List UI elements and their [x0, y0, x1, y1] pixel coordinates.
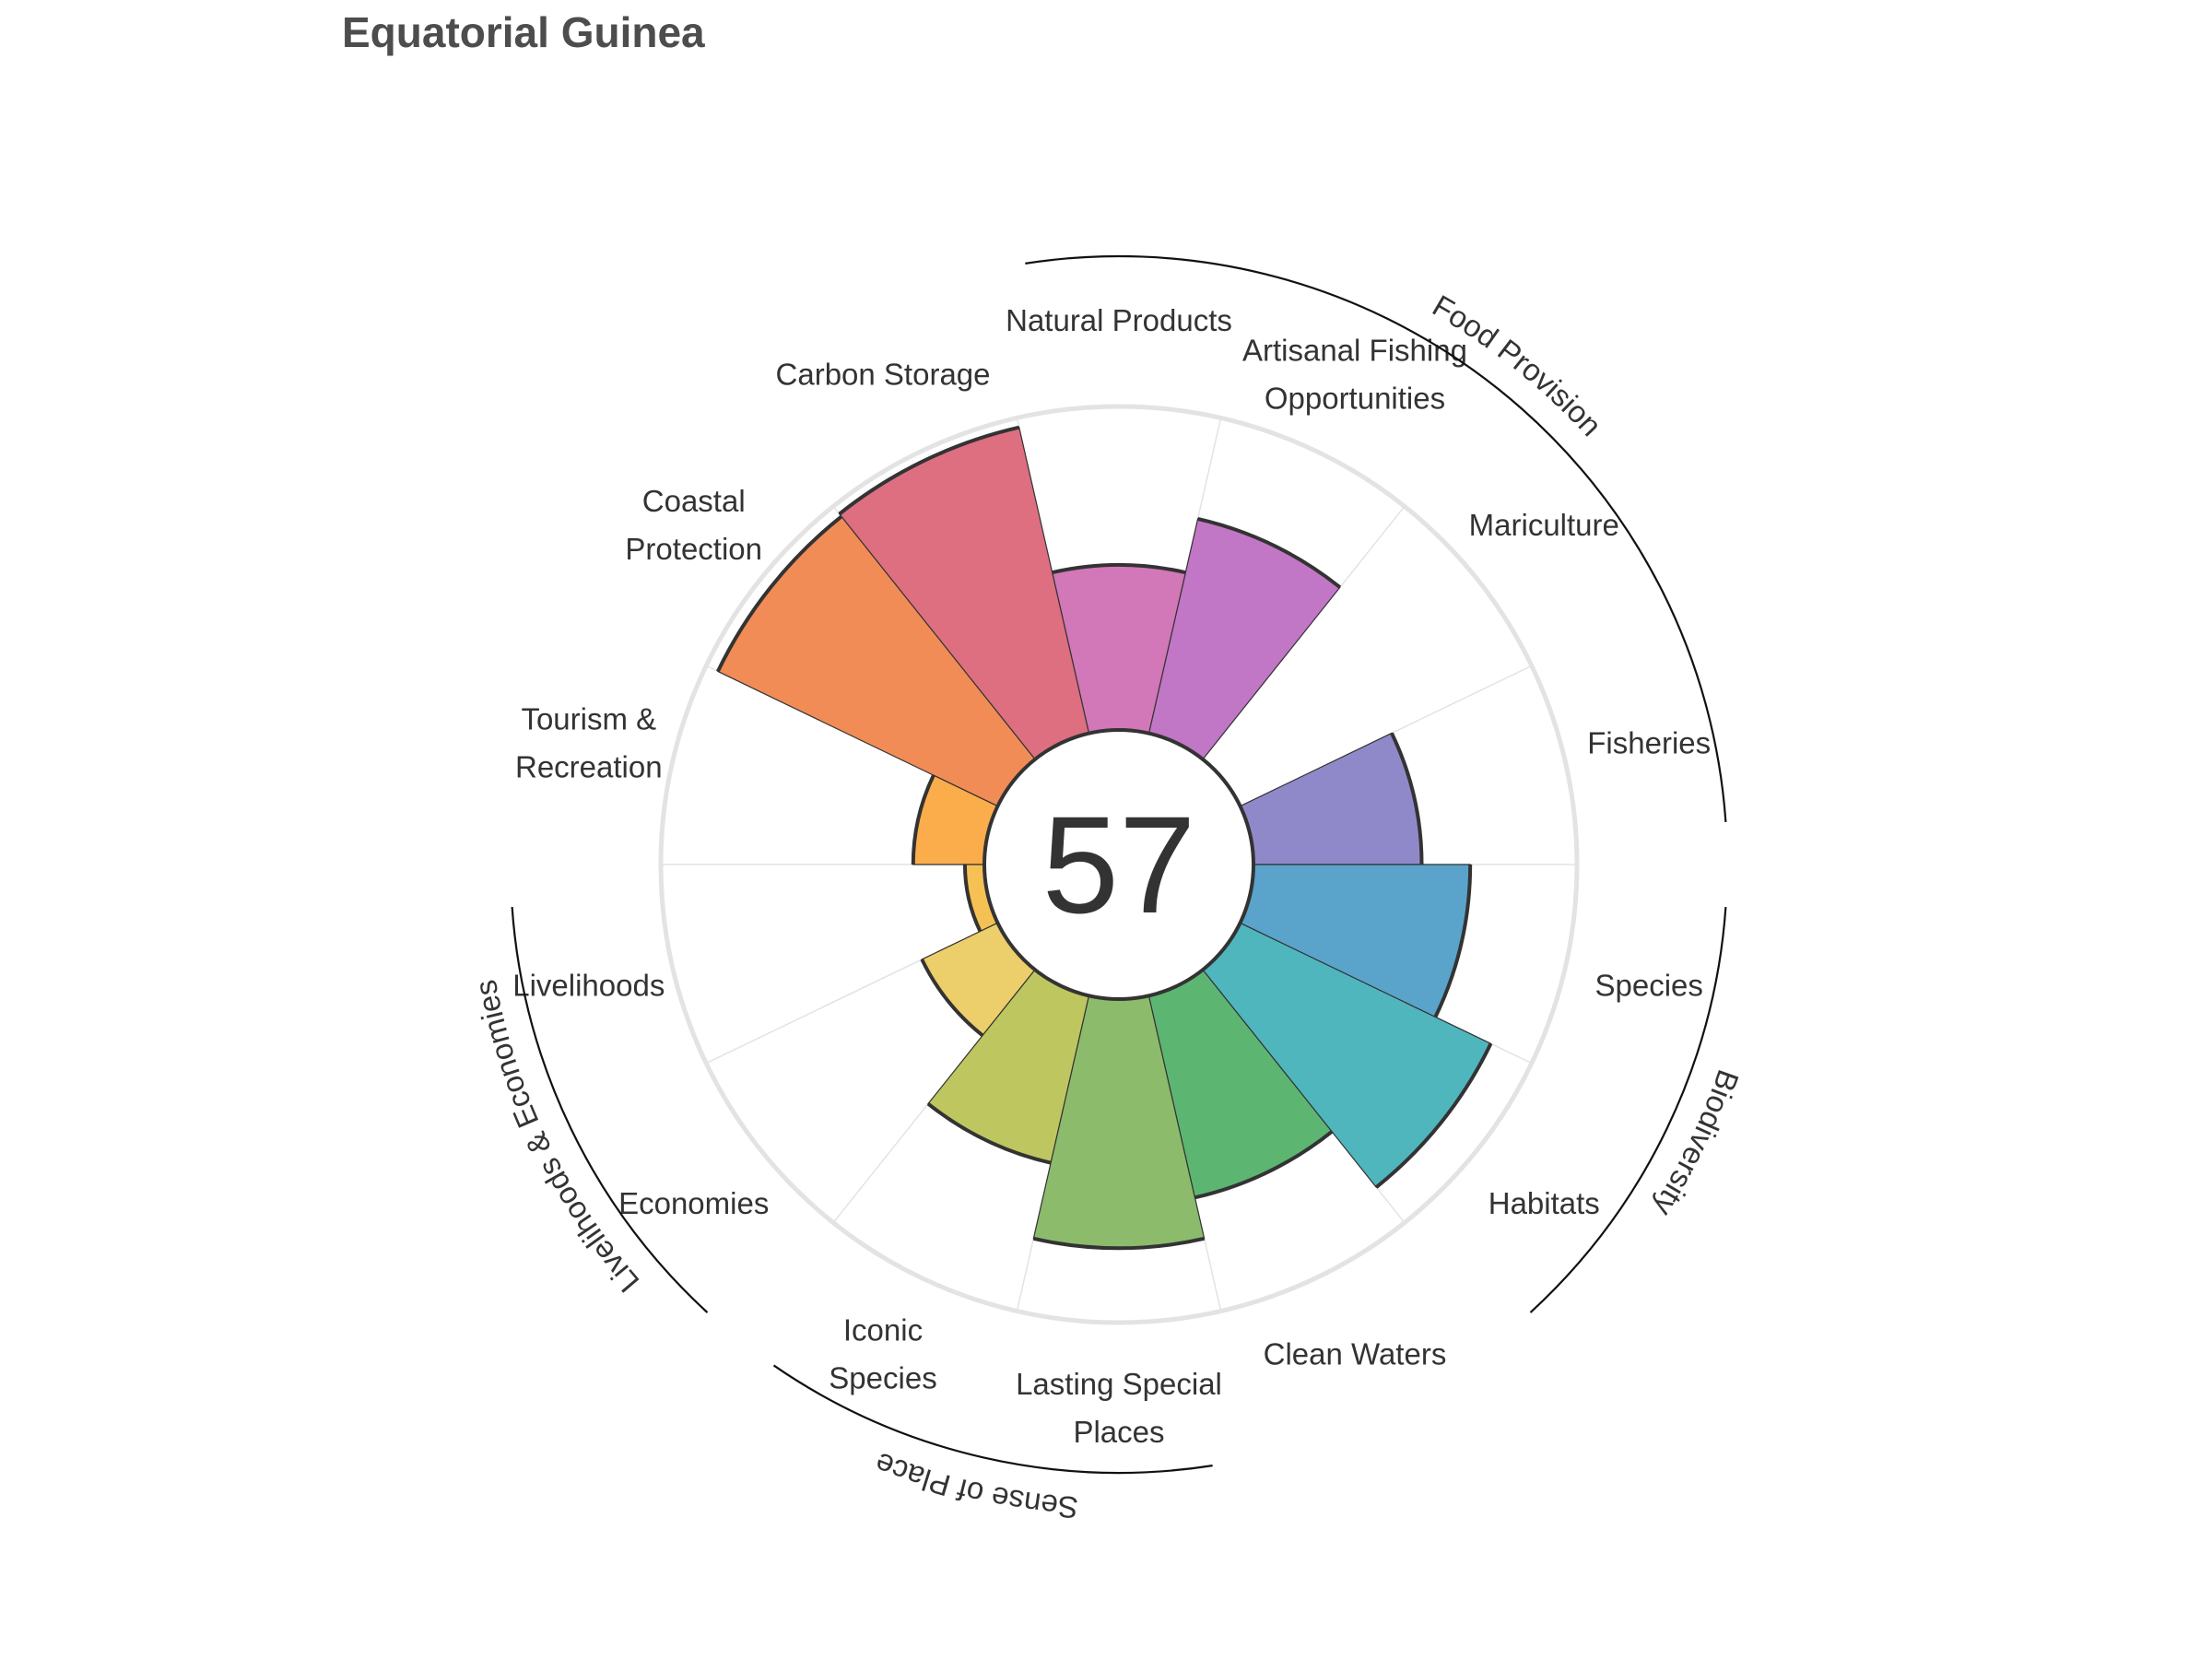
group-arc	[772, 1364, 1213, 1475]
group-label: Livelihoods & Economies	[468, 977, 646, 1299]
bar-edge-coastal_protection	[716, 514, 843, 673]
goal-label-line: Iconic	[843, 1313, 923, 1347]
bar-artisanal	[1147, 518, 1341, 760]
goal-label-line: Opportunities	[1265, 381, 1445, 415]
goal-label-line: Economies	[618, 1186, 769, 1220]
goal-label-economies: Economies	[618, 1186, 769, 1220]
goal-label-line: Species	[829, 1361, 936, 1395]
goal-label-line: Artisanal Fishing	[1242, 333, 1467, 367]
goal-label-line: Species	[1595, 968, 1703, 1002]
goal-label-tourism: Tourism & Recreation	[515, 702, 663, 784]
goal-label-line: Places	[1073, 1415, 1164, 1449]
group-label: Biodiversity	[1647, 1065, 1747, 1222]
goal-label-coastal_protection: Coastal Protection	[625, 484, 762, 566]
outer-ring	[658, 404, 1580, 1325]
bar-edge-lasting_special_places	[1032, 1236, 1206, 1251]
group-arc	[1529, 906, 1727, 1313]
bar-edge-livelihoods	[962, 864, 982, 933]
bar-fisheries	[1239, 732, 1423, 865]
goal-label-lasting_special_places: Lasting Special Places	[1016, 1367, 1222, 1449]
group-label: Sense of Place	[870, 1446, 1079, 1525]
bar-edge-tourism	[911, 774, 935, 865]
group-arc	[1025, 254, 1727, 823]
goal-label-iconic_species: Iconic Species	[829, 1313, 936, 1395]
goal-label-line: Clean Waters	[1264, 1337, 1447, 1371]
chart-title: Equatorial Guinea	[342, 8, 705, 56]
goal-label-natural_products: Natural Products	[1006, 303, 1232, 337]
group-arc	[511, 906, 709, 1313]
goal-label-line: Habitats	[1488, 1186, 1600, 1220]
goal-label-line: Protection	[625, 532, 762, 566]
bar-edge-clean_waters	[1194, 1130, 1334, 1200]
goal-label-habitats: Habitats	[1488, 1186, 1600, 1220]
goal-label-carbon_storage: Carbon Storage	[776, 357, 991, 391]
bar-edge-carbon_storage	[838, 425, 1020, 516]
bar-edge-habitats	[1374, 1042, 1493, 1189]
goal-label-artisanal: Artisanal Fishing Opportunities	[1242, 333, 1467, 415]
goal-label-mariculture: Mariculture	[1469, 508, 1619, 542]
bar-edge-natural_products	[1052, 562, 1186, 575]
goal-label-line: Tourism &	[521, 702, 656, 736]
center-score: 57	[1042, 787, 1196, 942]
goal-label-species: Species	[1595, 968, 1703, 1002]
goal-label-clean_waters: Clean Waters	[1264, 1337, 1447, 1371]
bar-edge-artisanal	[1197, 517, 1342, 589]
goal-label-line: Recreation	[515, 750, 663, 784]
bar-edge-fisheries	[1390, 732, 1424, 865]
goal-label-line: Mariculture	[1469, 508, 1619, 542]
goal-label-livelihoods: Livelihoods	[512, 968, 665, 1002]
goal-label-line: Fisheries	[1587, 726, 1711, 760]
goal-label-line: Lasting Special	[1016, 1367, 1222, 1401]
bar-edge-species	[1433, 864, 1473, 1018]
goal-label-line: Natural Products	[1006, 303, 1232, 337]
goal-label-line: Coastal	[642, 484, 746, 518]
bar-edge-iconic_species	[926, 1102, 1052, 1165]
goal-label-line: Livelihoods	[512, 968, 665, 1002]
goal-label-line: Carbon Storage	[776, 357, 991, 391]
bar-edge-economies	[920, 959, 984, 1038]
goal-label-fisheries: Fisheries	[1587, 726, 1711, 760]
center-disc	[982, 728, 1255, 1001]
label-layer: Fisheries Mariculture Artisanal Fishing Opp…	[512, 303, 1711, 1449]
